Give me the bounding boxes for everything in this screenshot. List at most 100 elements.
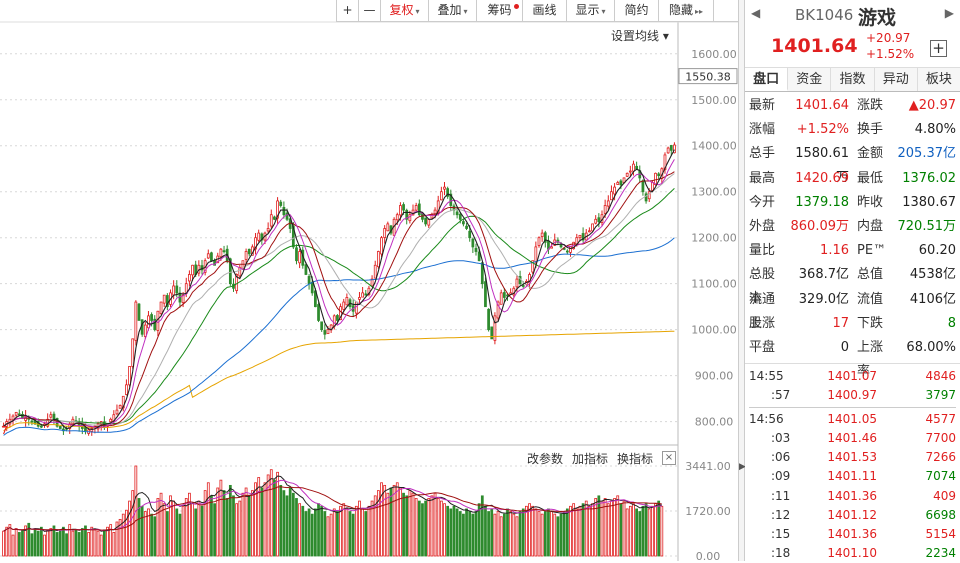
tab-order-book[interactable]: 盘口 bbox=[745, 68, 789, 91]
volume-bar bbox=[121, 513, 125, 557]
volume-bar bbox=[408, 490, 412, 557]
quote-tabs: 盘口 资金 指数 异动 板块 bbox=[745, 68, 960, 92]
tab-funds[interactable]: 资金 bbox=[788, 68, 832, 91]
stat-value: 68.00% bbox=[906, 339, 956, 355]
add-watchlist-button[interactable]: + bbox=[930, 40, 947, 57]
volume-bar bbox=[247, 495, 251, 557]
volume-bar bbox=[556, 516, 560, 557]
volume-bar bbox=[269, 469, 273, 557]
volume-tick-label: 0.00 bbox=[696, 550, 721, 561]
volume-bar bbox=[370, 500, 374, 557]
hide-panel-button[interactable]: 隐藏 ▸▸ bbox=[658, 0, 714, 22]
candle-body bbox=[219, 248, 223, 258]
volume-bar bbox=[109, 524, 113, 557]
volume-bar bbox=[625, 508, 629, 557]
tick-time: 14:55 bbox=[749, 369, 784, 383]
stat-value: 4538亿 bbox=[909, 267, 956, 283]
tick-list[interactable]: 14:55 1401.07 4846:57 1400.97 3797 14:56 1401.… bbox=[745, 364, 960, 563]
stat-value: 8 bbox=[947, 315, 956, 331]
candle-body bbox=[657, 173, 661, 177]
volume-bar bbox=[562, 511, 566, 557]
display-dropdown[interactable]: 显示 ▾ bbox=[566, 0, 614, 22]
volume-bar bbox=[14, 528, 18, 557]
volume-bar bbox=[11, 534, 15, 557]
edit-params-button[interactable]: 改参数 bbox=[527, 452, 564, 466]
candle-body bbox=[499, 292, 503, 305]
volume-bar bbox=[632, 503, 635, 557]
volume-bar bbox=[588, 505, 591, 557]
stat-label: 上涨 bbox=[749, 315, 776, 331]
ma-settings-dropdown[interactable]: 设置均线 ▾ bbox=[611, 29, 669, 43]
overlay-dropdown[interactable]: 叠加 ▾ bbox=[428, 0, 476, 22]
zoom-in-button[interactable]: + bbox=[336, 0, 358, 22]
panel-splitter[interactable] bbox=[738, 0, 745, 561]
tab-sector[interactable]: 板块 bbox=[925, 72, 952, 87]
simple-mode-button[interactable]: 简约 bbox=[614, 0, 658, 22]
candle-body bbox=[269, 214, 273, 227]
volume-bar bbox=[386, 492, 390, 557]
ma5-line bbox=[3, 149, 675, 430]
volume-bar bbox=[383, 484, 387, 557]
chip-distribution-button[interactable]: 筹码 bbox=[476, 0, 522, 22]
close-icon[interactable]: × bbox=[662, 451, 676, 465]
tick-time: :09 bbox=[771, 469, 791, 484]
candle-body bbox=[537, 237, 541, 246]
volume-bar bbox=[244, 487, 248, 557]
candle-body bbox=[531, 260, 535, 273]
adjust-rights-label: 复权 bbox=[389, 3, 414, 17]
stat-value: +1.52% bbox=[796, 122, 849, 138]
volume-bar bbox=[518, 511, 522, 557]
price-tick-label: 1600.00 bbox=[691, 48, 737, 61]
volume-bar bbox=[380, 482, 383, 557]
tab-index[interactable]: 指数 bbox=[831, 68, 875, 91]
candle-body bbox=[603, 205, 607, 214]
volume-bar bbox=[534, 508, 538, 557]
volume-bar bbox=[411, 492, 415, 557]
candle-body bbox=[295, 247, 298, 262]
tick-time: :12 bbox=[771, 507, 791, 522]
collapse-arrow-icon[interactable]: ▶ bbox=[739, 462, 746, 472]
candle-body bbox=[606, 200, 610, 207]
volume-bar bbox=[414, 498, 418, 557]
change-value: +20.97 bbox=[866, 31, 911, 45]
volume-bar bbox=[600, 500, 604, 557]
tab-alerts[interactable]: 异动 bbox=[875, 68, 918, 91]
tick-volume: 7266 bbox=[925, 450, 956, 465]
kline-chart[interactable]: 1600.00 1500.00 1400.00 1300.00 1200.00 1100.… bbox=[0, 0, 738, 561]
candle-body bbox=[641, 180, 645, 193]
ma30-line bbox=[3, 173, 675, 427]
switch-indicator-button[interactable]: 换指标 bbox=[617, 452, 654, 466]
draw-line-button[interactable]: 画线 bbox=[522, 0, 566, 22]
tick-row: :09 1401.11 7074 bbox=[749, 467, 956, 486]
candle-body bbox=[543, 232, 547, 243]
zoom-out-button[interactable]: — bbox=[358, 0, 380, 22]
candle-body bbox=[443, 186, 446, 190]
candle-body bbox=[477, 251, 481, 262]
double-chevron-right-icon: ▸▸ bbox=[694, 7, 704, 16]
previous-icon[interactable]: ◀ bbox=[751, 6, 761, 20]
volume-bar bbox=[301, 505, 305, 557]
hide-label: 隐藏 bbox=[668, 3, 693, 17]
stat-value: 1580.61万 bbox=[795, 146, 849, 186]
candle-body bbox=[276, 200, 279, 219]
tick-price: 1401.10 bbox=[827, 545, 877, 560]
candle-body bbox=[206, 253, 210, 259]
volume-bar bbox=[367, 505, 371, 557]
candle-body bbox=[304, 264, 308, 275]
candle-body bbox=[336, 315, 339, 321]
volume-bar bbox=[143, 511, 147, 557]
volume-bar bbox=[314, 508, 317, 557]
add-indicator-button[interactable]: 加指标 bbox=[572, 452, 609, 466]
adjust-rights-dropdown[interactable]: 复权 ▾ bbox=[380, 0, 428, 22]
volume-bar bbox=[575, 508, 579, 557]
volume-tick-label: 1720.00 bbox=[685, 505, 731, 518]
chart-toolbar: + — 复权 ▾ 叠加 ▾ 筹码 画线 显示 ▾ 简约 隐藏 ▸▸ bbox=[336, 0, 738, 22]
next-icon[interactable]: ▶ bbox=[944, 6, 954, 20]
tick-row: :18 1401.10 2234 bbox=[749, 544, 956, 563]
ma250-line bbox=[3, 330, 675, 432]
volume-bar bbox=[452, 505, 456, 557]
stats-table: 最新 1401.64 涨跌 ▲20.97 涨幅 +1.52% 换手 4.80% 总手 1580.6… bbox=[745, 92, 960, 379]
kline-chart-pane[interactable]: 1600.00 1500.00 1400.00 1300.00 1200.00 1100.… bbox=[0, 0, 738, 561]
volume-bar bbox=[304, 511, 308, 557]
volume-bar bbox=[641, 505, 645, 557]
